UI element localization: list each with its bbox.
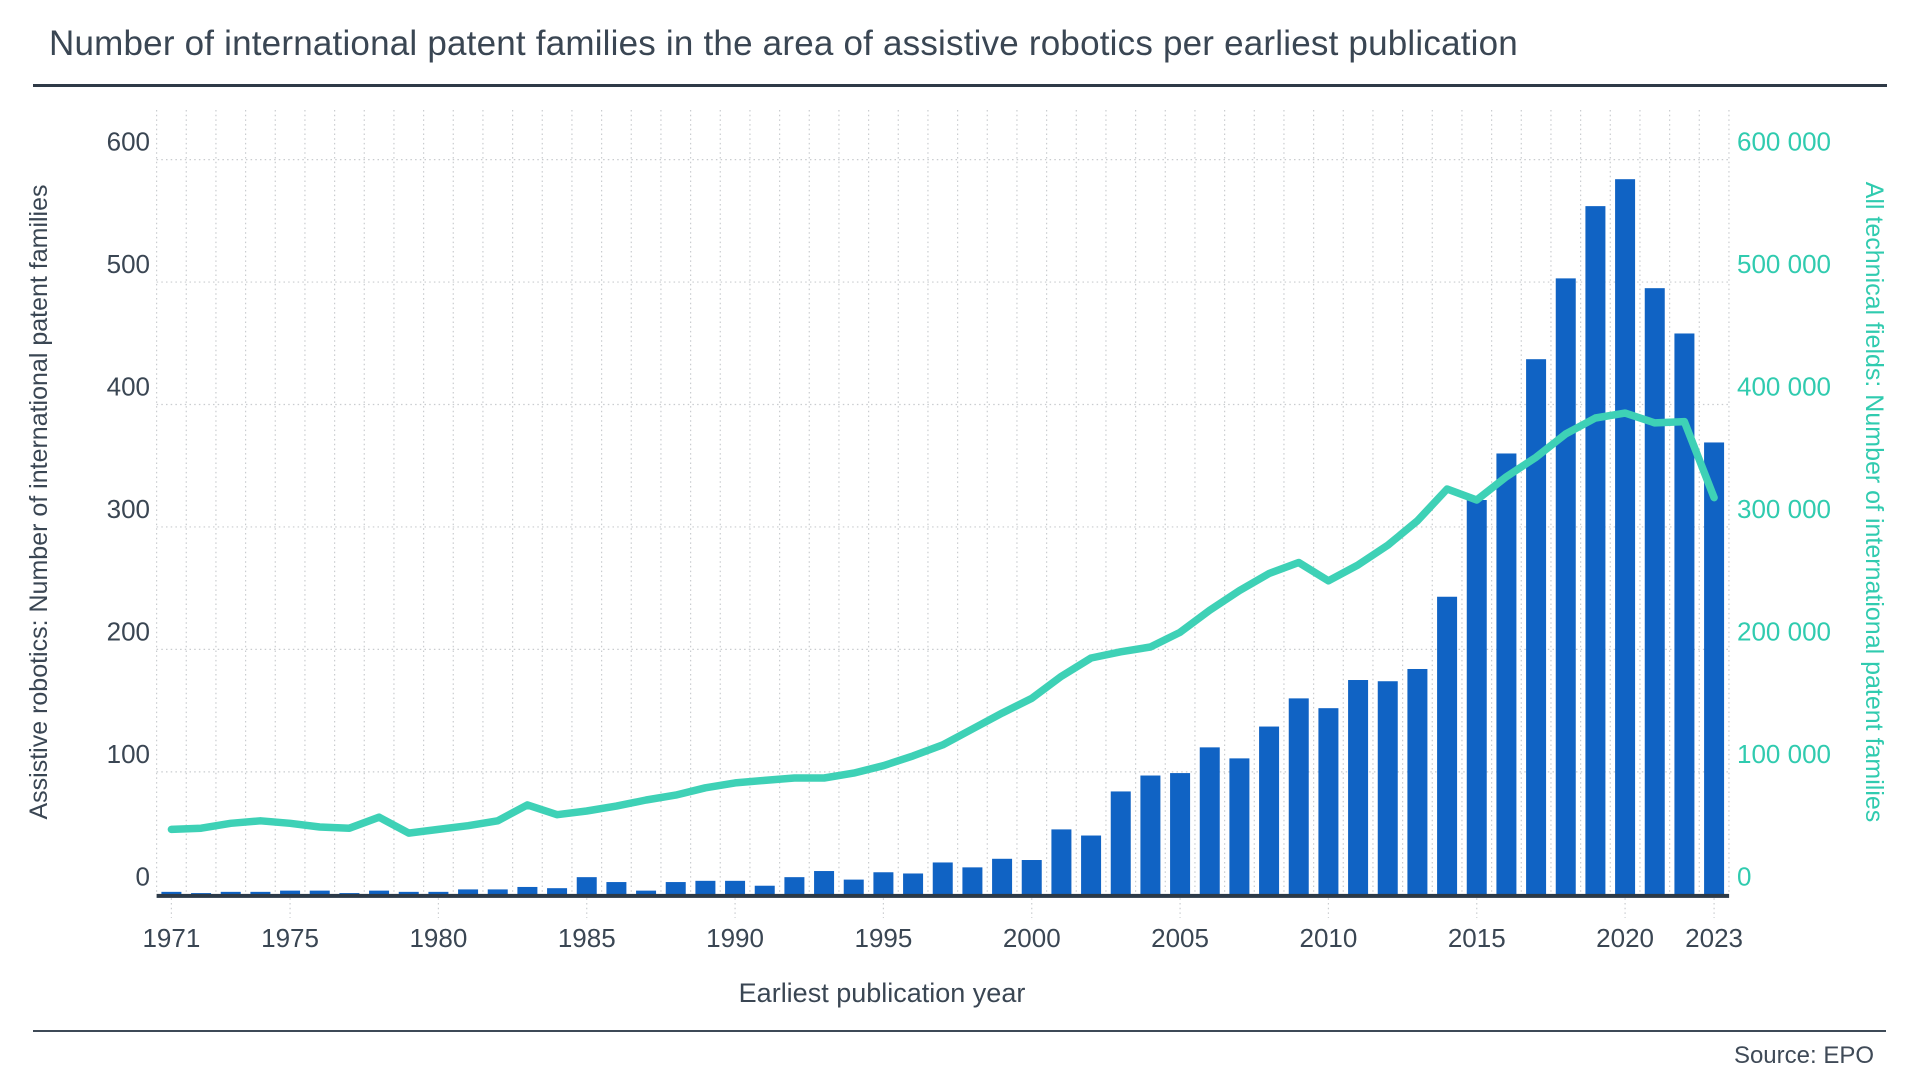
bar-2001 [1051,829,1072,897]
y-left-tick-label: 0 [136,861,150,891]
y-right-tick-label: 600 000 [1737,127,1831,157]
line-all-technical-fields [167,409,1718,837]
x-tick-label: 1990 [706,923,764,953]
y-axis-right-title: All technical fields: Number of internat… [1860,182,1888,823]
bar-1975 [280,890,301,897]
y-left-tick-label: 400 [107,372,150,402]
bar-2002 [1081,835,1102,897]
bar-2020 [1615,179,1636,897]
y-left-tick-label: 600 [107,127,150,157]
bar-2011 [1348,680,1369,897]
x-axis-line [156,893,1730,898]
bar-2015 [1466,500,1487,897]
bar-2019 [1585,206,1606,897]
bar-1976 [309,890,330,897]
title-divider [33,84,1887,87]
bar-1992 [784,877,805,897]
bar-2017 [1526,359,1547,897]
bar-2004 [1140,775,1161,897]
bar-1999 [992,858,1013,897]
footer-divider [33,1030,1886,1032]
bar-2013 [1407,668,1428,897]
chart-title: Number of international patent families … [49,24,1518,63]
x-tick-label: 1975 [261,923,319,953]
bar-1978 [369,890,390,897]
x-tick-label: 1971 [142,923,200,953]
bar-2021 [1644,288,1665,897]
x-tick-label: 2000 [1003,923,1061,953]
x-tick-label: 2010 [1299,923,1357,953]
bar-1987 [636,890,657,897]
bar-2009 [1288,698,1309,897]
x-tick-label: 1985 [558,923,616,953]
y-axis-left-title: Assistive robotics: Number of internatio… [25,184,53,819]
bar-2023 [1704,442,1725,897]
bar-2006 [1199,747,1220,897]
bar-2007 [1229,758,1250,897]
bar-1990 [725,880,746,897]
bar-1989 [695,880,716,897]
bar-1998 [962,867,983,897]
bar-1996 [903,873,924,897]
bar-2008 [1259,726,1280,897]
y-right-tick-label: 100 000 [1737,739,1831,769]
y-left-tick-label: 500 [107,249,150,279]
bar-1991 [754,885,775,897]
x-tick-label: 2005 [1151,923,1209,953]
source-label: Source: EPO [1733,1042,1874,1069]
x-tick-label: 1995 [854,923,912,953]
x-tick-label: 2015 [1448,923,1506,953]
x-axis-title: Earliest publication year [739,978,1026,1008]
y-right-tick-label: 400 000 [1737,372,1831,402]
bar-1984 [547,888,568,897]
bar-1983 [517,886,538,897]
bar-2010 [1318,708,1339,897]
bar-2005 [1170,773,1191,897]
y-left-tick-label: 100 [107,739,150,769]
bar-1988 [665,882,686,897]
bar-2012 [1377,681,1398,897]
bar-2000 [1021,860,1042,897]
y-right-tick-label: 200 000 [1737,616,1831,646]
y-left-tick-label: 300 [107,494,150,524]
bar-1995 [873,872,894,897]
bar-1981 [458,889,479,897]
x-tick-label: 1980 [409,923,467,953]
x-tick-label: 2023 [1685,923,1743,953]
bar-2022 [1674,333,1695,897]
bar-1993 [814,871,835,897]
y-right-tick-label: 300 000 [1737,494,1831,524]
x-tick-label: 2020 [1596,923,1654,953]
bar-2016 [1496,453,1517,897]
y-right-tick-label: 0 [1737,861,1751,891]
bar-1997 [932,862,953,897]
bar-1994 [843,879,864,897]
bar-1982 [487,889,508,897]
bar-2014 [1437,596,1458,897]
bar-1986 [606,882,627,897]
bar-2018 [1555,278,1576,897]
bar-2003 [1110,791,1131,897]
y-left-tick-label: 200 [107,616,150,646]
bar-1985 [576,877,597,897]
y-right-tick-label: 500 000 [1737,249,1831,279]
